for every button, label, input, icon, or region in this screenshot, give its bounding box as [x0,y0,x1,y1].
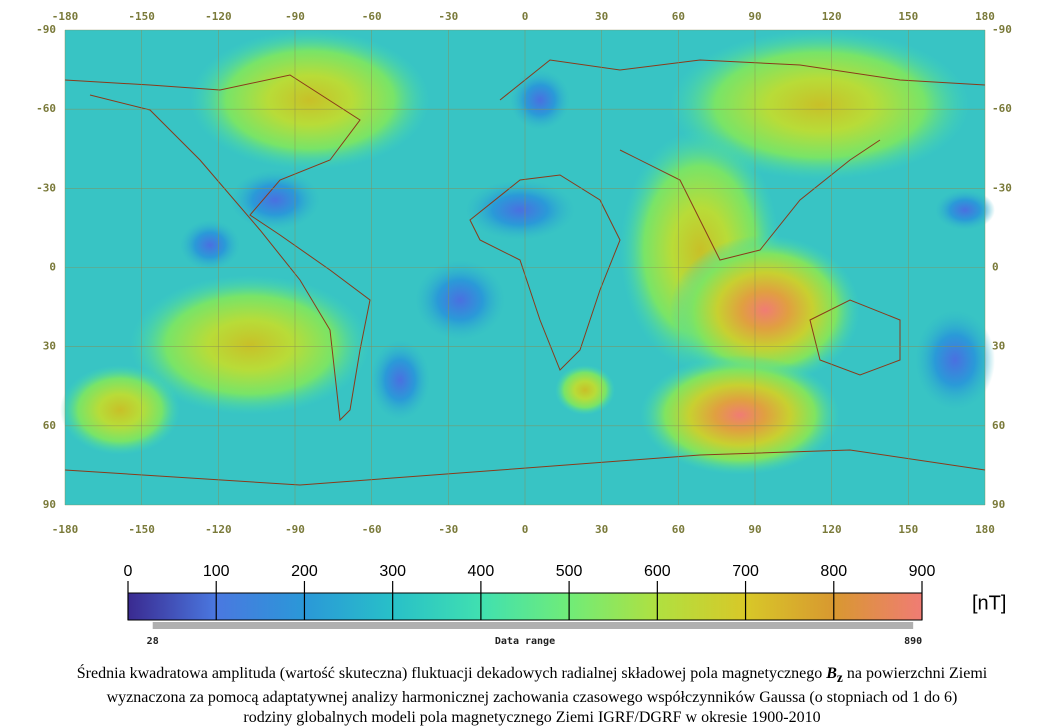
caption-line: rodziny globalnych modeli pola magnetycz… [243,709,821,727]
y-tick-label: -30 [36,181,56,194]
x-tick-label: 0 [522,10,529,23]
caption-line: Średnia kwadratowa amplituda (wartość sk… [0,664,1064,688]
x-tick-label: 90 [748,10,761,23]
x-tick-label: 180 [975,523,995,536]
caption-text: na powierzchni Ziemi [842,665,988,682]
colorbar-tick-label: 300 [379,563,406,580]
y-tick-label: 30 [43,340,56,353]
colorbar-tick-label: 900 [909,563,936,580]
grid [64,29,986,506]
x-tick-label: 150 [898,523,918,536]
y-tick-label: -30 [992,181,1012,194]
y-tick-label: 0 [992,261,999,274]
y-tick-label: -90 [992,23,1012,36]
x-tick-label: 60 [672,523,685,536]
x-tick-label: 150 [898,10,918,23]
y-tick-label: -60 [992,102,1012,115]
y-tick-label: 0 [49,261,56,274]
x-tick-label: 120 [822,523,842,536]
x-tick-label: -150 [128,523,155,536]
caption-line: wyznaczona za pomocą adaptatywnej analiz… [106,689,958,707]
y-tick-label: 90 [43,498,56,511]
caption-symbol: B [826,665,837,682]
x-tick-label: -60 [362,10,382,23]
axis-labels: -180 -180 -150 -150 -120 -120 -90 -90 -60 -60 -30 -… [36,10,1012,536]
x-tick-label: -120 [205,523,232,536]
x-tick-label: 0 [522,523,529,536]
data-range-max: 890 [904,636,922,647]
x-tick-label: -180 [52,523,79,536]
colorbar-fill [127,592,923,621]
data-range-bar [152,622,914,629]
y-tick-label: 90 [992,498,1005,511]
x-tick-label: -90 [285,10,305,23]
colorbar-tick-label: 100 [203,563,230,580]
y-tick-label: -60 [36,102,56,115]
colorbar-tick-label: 400 [468,563,495,580]
y-tick-label: 60 [43,419,56,432]
x-tick-label: 30 [595,523,608,536]
coastlines [64,59,986,486]
x-tick-label: -60 [362,523,382,536]
colorbar-tick-label: 700 [732,563,759,580]
x-tick-label: 120 [822,10,842,23]
x-tick-label: -90 [285,523,305,536]
map-figure: -180 -180 -150 -150 -120 -120 -90 -90 -60 -60 -30 -… [36,10,1012,647]
colorbar-tick-label: 500 [556,563,583,580]
caption: Średnia kwadratowa amplituda (wartość sk… [0,664,1064,728]
x-tick-label: 30 [595,10,608,23]
x-tick-label: 60 [672,10,685,23]
colorbar-tick-label: 200 [291,563,318,580]
x-tick-label: -120 [205,10,232,23]
x-tick-label: -30 [438,10,458,23]
y-tick-label: -90 [36,23,56,36]
x-tick-label: 90 [748,523,761,536]
colorbar-tick-label: 800 [820,563,847,580]
x-tick-label: -180 [52,10,79,23]
caption-text: Średnia kwadratowa amplituda (wartość sk… [76,665,827,682]
x-tick-label: -150 [128,10,155,23]
caption-subscript: z [836,670,843,686]
data-range-label: Data range [495,636,555,647]
colorbar: 0 100 200 300 400 500 600 700 800 900 [nT] 28 Data r… [124,563,1007,647]
colorbar-tick-label: 0 [124,563,133,580]
colorbar-tick-label: 600 [644,563,671,580]
colorbar-unit: [nT] [972,592,1006,614]
x-tick-label: 180 [975,10,995,23]
y-tick-label: 30 [992,340,1005,353]
y-tick-label: 60 [992,419,1005,432]
x-tick-label: -30 [438,523,458,536]
data-range-min: 28 [147,636,159,647]
